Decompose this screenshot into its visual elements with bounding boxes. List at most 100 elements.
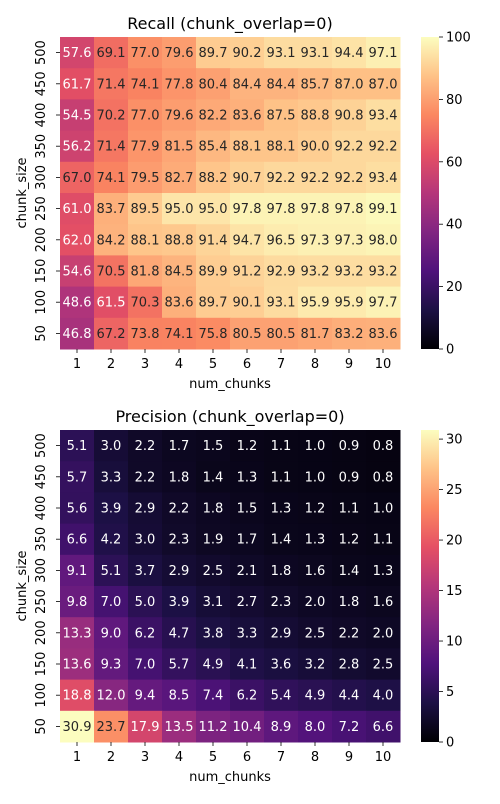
heatmap-cell — [366, 648, 401, 681]
heatmap-cell — [196, 461, 231, 493]
cell-value-label: 80.5 — [267, 327, 296, 342]
heatmap-cell — [230, 554, 265, 587]
cell-value-label: 23.7 — [97, 720, 126, 735]
cell-value-label: 80.5 — [233, 327, 262, 342]
heatmap-cell — [264, 99, 299, 132]
heatmap-cell — [60, 492, 95, 525]
heatmap-cell — [332, 617, 367, 649]
cell-value-label: 2.2 — [135, 439, 156, 454]
cell-value-label: 93.4 — [369, 109, 398, 124]
heatmap-cell — [60, 286, 95, 319]
cell-value-label: 6.6 — [373, 720, 394, 735]
heatmap-cell — [60, 317, 95, 350]
heatmap-cell — [94, 255, 129, 288]
cell-value-label: 90.8 — [335, 109, 364, 124]
heatmap-cell — [366, 130, 401, 163]
cell-value-label: 1.1 — [271, 439, 292, 454]
x-tick-label: 9 — [345, 750, 353, 765]
heatmap-cell — [230, 99, 265, 132]
heatmap-cell — [128, 37, 163, 69]
heatmap-cell — [230, 193, 265, 225]
heatmap-cell — [60, 554, 95, 587]
cell-value-label: 1.6 — [305, 564, 326, 579]
x-axis-label: num_chunks — [189, 770, 271, 785]
chart-title: Precision (chunk_overlap=0) — [115, 407, 344, 427]
heatmap-cell — [60, 99, 95, 132]
cell-value-label: 2.5 — [373, 658, 394, 673]
cell-value-label: 83.6 — [165, 296, 194, 311]
cell-value-label: 1.9 — [203, 533, 224, 548]
heatmap-cell — [332, 317, 367, 350]
heatmap-cell — [162, 317, 197, 350]
cell-value-label: 75.8 — [199, 327, 228, 342]
cell-value-label: 4.1 — [237, 658, 258, 673]
heatmap-cell — [60, 255, 95, 288]
cell-value-label: 91.2 — [233, 265, 262, 280]
cell-value-label: 1.7 — [169, 439, 190, 454]
heatmap-cell — [264, 317, 299, 350]
cell-value-label: 1.3 — [305, 533, 326, 548]
cell-value-label: 84.2 — [97, 233, 126, 248]
cell-value-label: 92.9 — [267, 265, 296, 280]
cell-value-label: 3.0 — [101, 439, 122, 454]
heatmap-cell — [196, 68, 231, 100]
heatmap-cell — [298, 710, 333, 743]
x-tick-label: 9 — [345, 357, 353, 372]
cell-value-label: 71.4 — [97, 140, 126, 155]
cell-value-label: 8.5 — [169, 689, 190, 704]
heatmap-cell — [60, 130, 95, 163]
cell-value-label: 83.2 — [335, 327, 364, 342]
heatmap-cell — [94, 430, 129, 462]
heatmap-cell — [128, 99, 163, 132]
heatmap-cell — [264, 286, 299, 319]
x-tick-label: 10 — [375, 750, 392, 765]
cell-value-label: 81.8 — [131, 265, 160, 280]
heatmap-cell — [230, 586, 265, 618]
heatmap-cell — [332, 461, 367, 493]
heatmap-cell — [162, 617, 197, 649]
cell-value-label: 81.5 — [165, 140, 194, 155]
cell-value-label: 2.9 — [169, 564, 190, 579]
cell-value-label: 84.5 — [165, 265, 194, 280]
cell-value-label: 1.7 — [237, 533, 258, 548]
x-tick-label: 1 — [73, 750, 81, 765]
cell-value-label: 11.2 — [199, 720, 228, 735]
cell-value-label: 97.7 — [369, 296, 398, 311]
cell-value-label: 97.3 — [301, 233, 330, 248]
heatmap-cell — [332, 648, 367, 681]
cell-value-label: 2.0 — [373, 626, 394, 641]
cell-value-label: 74.1 — [165, 327, 194, 342]
cell-value-label: 74.1 — [131, 77, 160, 92]
heatmap-cell — [298, 648, 333, 681]
cell-value-label: 93.4 — [369, 171, 398, 186]
heatmap-cell — [298, 617, 333, 649]
cell-value-label: 85.4 — [199, 140, 228, 155]
cell-value-label: 13.6 — [63, 658, 92, 673]
cell-value-label: 30.9 — [63, 720, 92, 735]
heatmap-cell — [196, 679, 231, 712]
heatmap-cell — [332, 679, 367, 712]
cell-value-label: 7.2 — [339, 720, 360, 735]
heatmap-cell — [366, 554, 401, 587]
cell-value-label: 6.6 — [67, 533, 88, 548]
heatmap-cell — [196, 130, 231, 163]
cell-value-label: 98.0 — [369, 233, 398, 248]
heatmap-cell — [60, 586, 95, 618]
cell-value-label: 85.7 — [301, 77, 330, 92]
y-tick-label: 250 — [34, 196, 49, 221]
cell-value-label: 1.2 — [339, 533, 360, 548]
heatmap-cell — [60, 224, 95, 256]
cell-value-label: 6.2 — [237, 689, 258, 704]
cell-value-label: 88.1 — [131, 233, 160, 248]
heatmap-cell — [196, 586, 231, 618]
y-tick-label: 200 — [34, 227, 49, 252]
heatmap-cell — [366, 224, 401, 256]
cell-value-label: 1.0 — [305, 470, 326, 485]
cell-value-label: 54.5 — [63, 109, 92, 124]
cell-value-label: 9.8 — [67, 595, 88, 610]
y-tick-label: 150 — [34, 652, 49, 677]
heatmap-cell — [196, 161, 231, 194]
cell-value-label: 88.1 — [267, 140, 296, 155]
cell-value-label: 81.7 — [301, 327, 330, 342]
